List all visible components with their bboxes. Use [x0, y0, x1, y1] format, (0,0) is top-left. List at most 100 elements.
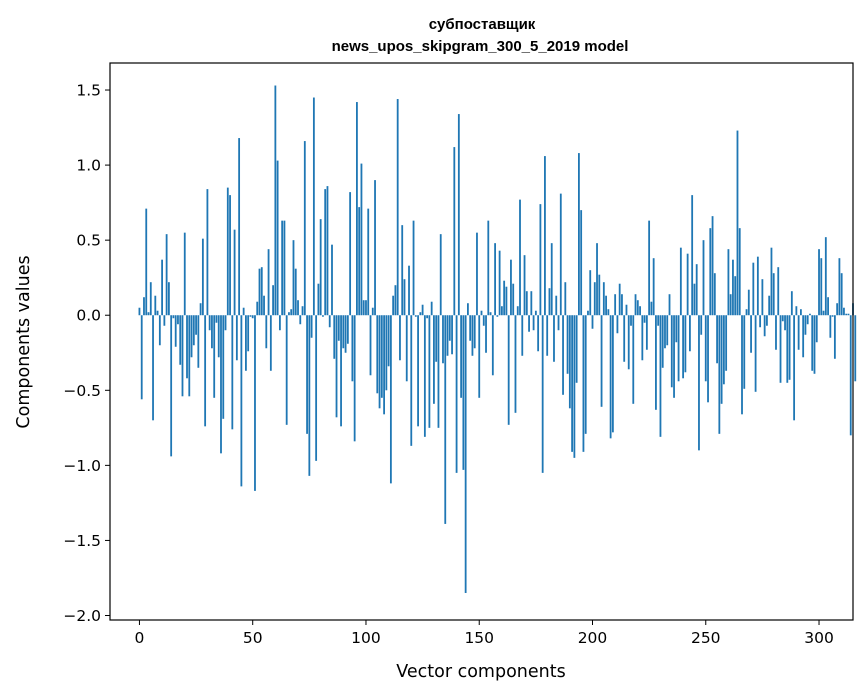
bar	[217, 315, 220, 358]
y-tick-label: −0.5	[63, 382, 101, 400]
bar	[491, 315, 494, 376]
bar	[419, 312, 422, 316]
bar	[460, 315, 463, 398]
bar	[177, 315, 179, 325]
bar	[152, 315, 154, 421]
bar	[747, 289, 750, 316]
bar	[645, 315, 648, 350]
bar	[602, 282, 605, 316]
bar	[408, 265, 410, 316]
bar	[555, 295, 558, 316]
bar	[693, 283, 696, 316]
bar	[149, 282, 152, 316]
bar	[732, 259, 734, 316]
bar	[843, 307, 845, 316]
y-axis-label: Components values	[14, 255, 34, 428]
bar	[154, 295, 157, 316]
x-tick-label: 200	[578, 629, 608, 647]
bar	[371, 307, 374, 316]
bar	[476, 232, 478, 316]
bar	[709, 228, 712, 316]
bar	[387, 315, 390, 367]
bar	[365, 300, 367, 316]
bar	[349, 192, 352, 316]
bar	[211, 315, 213, 349]
bar	[485, 315, 487, 353]
bar	[267, 249, 270, 316]
bar	[584, 315, 587, 434]
bar	[344, 315, 347, 353]
bar	[564, 282, 567, 316]
bar	[147, 312, 150, 316]
bar	[616, 315, 619, 334]
bar	[201, 238, 204, 316]
bar	[691, 195, 694, 316]
bar	[772, 273, 775, 316]
bar	[455, 315, 458, 473]
bar	[303, 141, 306, 316]
bar	[607, 309, 610, 316]
bar	[405, 315, 408, 382]
bar	[156, 310, 159, 316]
bar	[829, 315, 832, 338]
bar	[326, 186, 329, 316]
bar	[451, 315, 453, 355]
bar	[260, 267, 263, 316]
bar	[471, 315, 474, 356]
bar	[358, 207, 361, 316]
bar	[618, 283, 621, 316]
bar	[756, 256, 759, 316]
bar	[854, 315, 857, 382]
chart-title: субпоставщик	[429, 16, 536, 33]
bar	[553, 315, 555, 362]
bar	[636, 300, 639, 316]
x-tick-label: 300	[804, 629, 834, 647]
bar	[727, 249, 730, 316]
bar	[140, 315, 143, 400]
bar	[482, 315, 485, 326]
bar	[784, 315, 786, 331]
bar	[213, 315, 216, 398]
bar	[589, 270, 592, 316]
bar	[738, 228, 741, 316]
bar	[643, 315, 646, 323]
bar	[657, 315, 660, 326]
bar	[849, 315, 852, 436]
bar	[238, 138, 241, 316]
bar	[700, 315, 703, 335]
bar	[360, 163, 363, 316]
bar	[664, 315, 666, 349]
bar	[605, 295, 607, 316]
bar	[820, 258, 823, 316]
bar	[582, 315, 585, 452]
bar	[698, 315, 700, 451]
bar	[340, 315, 342, 427]
bar	[385, 315, 388, 391]
bar	[226, 187, 229, 316]
bar	[245, 315, 247, 371]
bar	[186, 315, 188, 379]
bar	[754, 315, 757, 392]
bar	[704, 315, 707, 382]
bar	[734, 276, 737, 316]
bar	[614, 294, 617, 316]
bar	[163, 315, 166, 326]
bar	[544, 156, 546, 316]
bar	[827, 297, 829, 316]
bar	[308, 315, 311, 476]
bar	[702, 240, 705, 316]
bar	[179, 315, 182, 365]
bar	[229, 195, 231, 316]
bar	[170, 315, 173, 457]
bar	[759, 315, 762, 328]
bar	[396, 99, 399, 316]
bar	[516, 306, 519, 316]
bar	[188, 315, 191, 397]
bar	[587, 310, 589, 316]
bar	[412, 220, 415, 316]
bar	[634, 294, 637, 316]
bar	[333, 315, 336, 359]
bar	[557, 315, 560, 331]
bar	[457, 114, 460, 316]
